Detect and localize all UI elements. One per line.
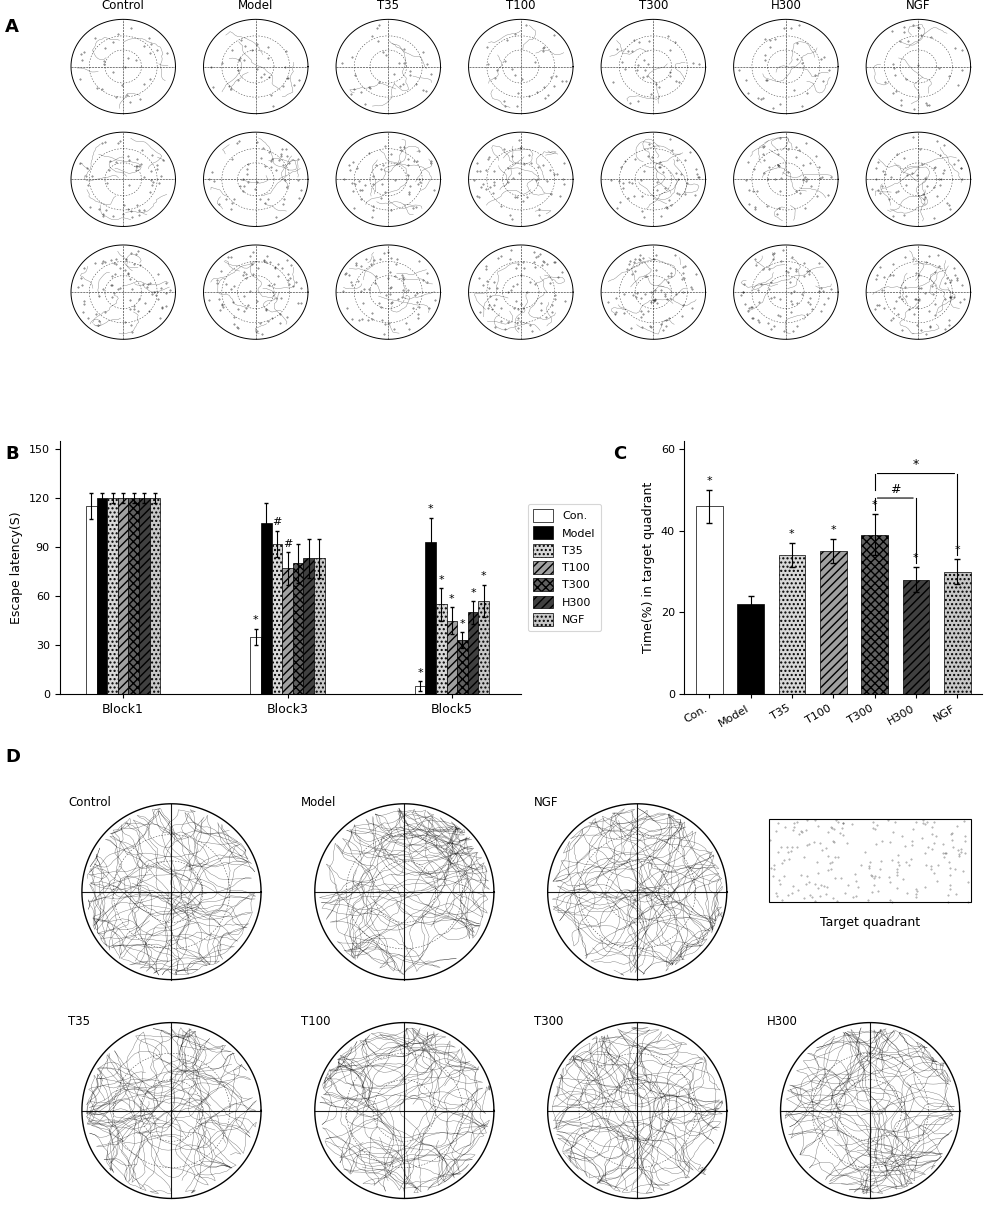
Title: T100: T100 <box>506 0 536 12</box>
Text: *: * <box>459 619 465 629</box>
Text: *: * <box>428 504 434 515</box>
Bar <box>468 612 478 694</box>
Y-axis label: Escape latency(S): Escape latency(S) <box>10 511 23 624</box>
Text: *: * <box>830 525 836 535</box>
Bar <box>903 580 930 694</box>
Title: H300: H300 <box>771 0 802 12</box>
Text: B: B <box>5 445 19 463</box>
Text: *: * <box>913 553 919 564</box>
Bar <box>819 552 847 694</box>
Bar <box>293 564 304 694</box>
Bar <box>139 498 150 694</box>
Text: *: * <box>954 546 960 555</box>
Legend: Con., Model, T35, T100, T300, H300, NGF: Con., Model, T35, T100, T300, H300, NGF <box>528 504 601 631</box>
Bar <box>261 522 272 694</box>
Bar <box>96 498 107 694</box>
Text: Model: Model <box>302 796 336 809</box>
Bar <box>695 506 723 694</box>
Text: *: * <box>872 500 878 510</box>
Title: Model: Model <box>238 0 274 12</box>
Text: #: # <box>283 538 293 549</box>
Text: *: * <box>789 528 795 539</box>
Text: C: C <box>613 445 626 463</box>
Text: *: * <box>253 615 259 625</box>
Bar <box>426 542 435 694</box>
Bar <box>304 559 314 694</box>
Bar <box>861 535 888 694</box>
Text: *: * <box>913 459 919 472</box>
Title: T300: T300 <box>639 0 668 12</box>
Bar <box>150 498 161 694</box>
Bar <box>107 498 118 694</box>
Bar <box>128 498 139 694</box>
Text: NGF: NGF <box>535 796 558 809</box>
Text: T100: T100 <box>302 1015 331 1027</box>
Bar <box>779 555 806 694</box>
Text: T300: T300 <box>535 1015 563 1027</box>
Text: *: * <box>706 476 712 485</box>
Bar <box>250 636 261 694</box>
Bar <box>86 506 96 694</box>
Bar <box>282 569 293 694</box>
Text: #: # <box>272 517 282 527</box>
Bar <box>272 544 282 694</box>
Title: T35: T35 <box>377 0 399 12</box>
Text: *: * <box>418 668 423 678</box>
Text: *: * <box>470 587 476 597</box>
Bar <box>737 604 764 694</box>
Title: Control: Control <box>102 0 145 12</box>
Bar <box>435 604 446 694</box>
Bar <box>415 685 426 694</box>
Bar <box>314 559 324 694</box>
Bar <box>446 620 457 694</box>
Text: D: D <box>5 748 20 766</box>
Bar <box>770 819 971 902</box>
Text: #: # <box>890 483 901 497</box>
Title: NGF: NGF <box>906 0 930 12</box>
Bar <box>478 601 489 694</box>
Bar <box>118 498 128 694</box>
Text: Control: Control <box>68 796 111 809</box>
Text: *: * <box>449 595 454 604</box>
Text: T35: T35 <box>68 1015 90 1027</box>
Text: H300: H300 <box>767 1015 798 1027</box>
Bar <box>943 571 971 694</box>
Bar <box>457 640 468 694</box>
Text: *: * <box>438 575 444 585</box>
Text: A: A <box>5 18 19 37</box>
Text: *: * <box>481 571 486 581</box>
Y-axis label: Time(%) in target quadrant: Time(%) in target quadrant <box>642 482 655 653</box>
Text: Target quadrant: Target quadrant <box>820 917 921 929</box>
